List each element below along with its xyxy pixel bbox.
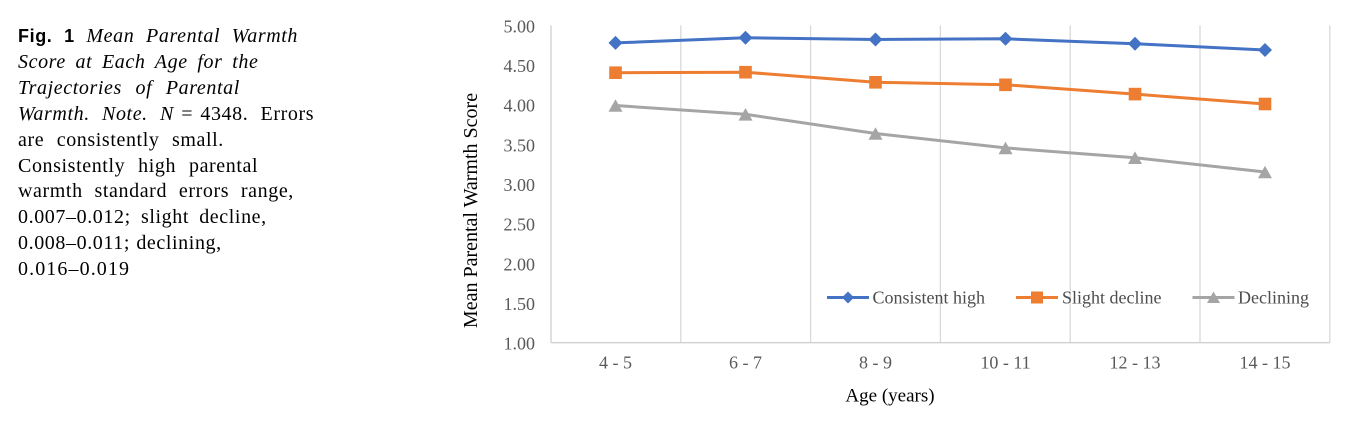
svg-text:3.50: 3.50	[504, 135, 536, 155]
svg-text:6 - 7: 6 - 7	[729, 353, 762, 373]
svg-text:4.00: 4.00	[504, 96, 536, 116]
svg-text:2.50: 2.50	[504, 215, 536, 235]
svg-text:4 - 5: 4 - 5	[599, 353, 632, 373]
svg-text:10 - 11: 10 - 11	[980, 353, 1030, 373]
svg-text:Age (years): Age (years)	[845, 385, 934, 406]
svg-text:1.50: 1.50	[504, 294, 536, 314]
svg-text:Consistent high: Consistent high	[873, 288, 986, 308]
svg-text:4.50: 4.50	[504, 56, 536, 76]
svg-text:Slight decline: Slight decline	[1062, 288, 1161, 308]
svg-text:Declining: Declining	[1238, 288, 1309, 308]
svg-text:2.00: 2.00	[504, 254, 536, 274]
svg-text:12 - 13: 12 - 13	[1110, 353, 1161, 373]
svg-text:5.00: 5.00	[504, 16, 536, 36]
svg-text:1.00: 1.00	[504, 334, 536, 354]
svg-text:14 - 15: 14 - 15	[1240, 353, 1291, 373]
svg-text:8 - 9: 8 - 9	[859, 353, 892, 373]
svg-text:3.00: 3.00	[504, 175, 536, 195]
svg-text:Mean Parental Warmth Score: Mean Parental Warmth Score	[460, 93, 482, 328]
